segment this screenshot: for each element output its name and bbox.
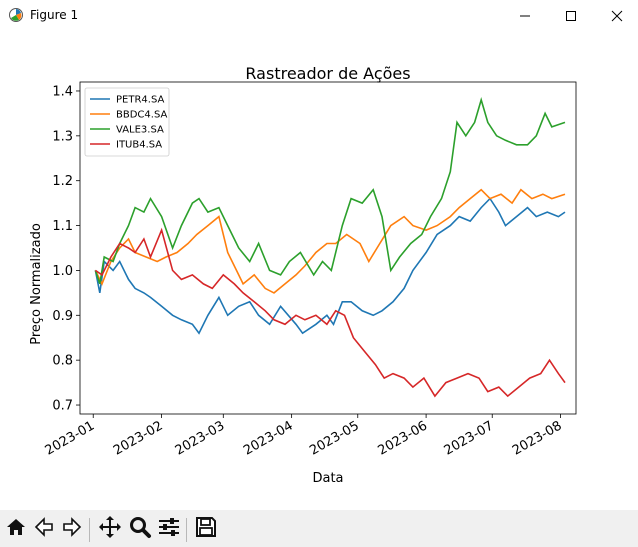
x-tick-label: 2023-07 bbox=[442, 418, 497, 458]
x-tick-label: 2023-04 bbox=[241, 418, 296, 458]
legend-label: BBDC4.SA bbox=[116, 110, 167, 121]
y-tick-label: 0.7 bbox=[52, 399, 73, 414]
legend-label: ITUB4.SA bbox=[116, 140, 162, 151]
x-tick-label: 2023-02 bbox=[111, 418, 166, 458]
zoom-icon bbox=[128, 515, 152, 543]
y-axis-ticks: 0.7 0.8 0.9 1.0 1.1 1.2 1.3 1.4 bbox=[52, 84, 80, 414]
y-tick-label: 1.2 bbox=[52, 174, 73, 189]
zoom-button[interactable] bbox=[127, 516, 153, 542]
x-axis-label: Data bbox=[312, 471, 343, 486]
configure-subplots-button[interactable] bbox=[156, 516, 182, 542]
series-line-bbdc4-sa bbox=[94, 188, 566, 294]
toolbar-separator bbox=[186, 518, 187, 542]
window-title: Figure 1 bbox=[30, 8, 79, 22]
home-button[interactable] bbox=[3, 516, 29, 542]
y-tick-label: 0.8 bbox=[52, 354, 73, 369]
x-tick-label: 2023-01 bbox=[43, 418, 98, 458]
line-chart: 2023-01 2023-02 2023-03 2023-04 2023-05 2023-… bbox=[29, 64, 577, 486]
x-tick-label: 2023-08 bbox=[510, 418, 565, 458]
minimize-button[interactable] bbox=[502, 0, 548, 32]
back-arrow-icon bbox=[33, 516, 55, 542]
x-tick-label: 2023-06 bbox=[376, 418, 431, 458]
series-line-itub4-sa bbox=[94, 227, 566, 398]
legend: PETR4.SA BBDC4.SA VALE3.SA ITUB4.SA bbox=[84, 87, 170, 157]
legend-box bbox=[84, 87, 170, 157]
save-button[interactable] bbox=[193, 516, 219, 542]
toolbar-separator bbox=[89, 518, 90, 542]
matplotlib-figure-icon bbox=[8, 7, 24, 23]
close-button[interactable] bbox=[594, 0, 638, 32]
series-line-vale3-sa bbox=[94, 97, 566, 285]
y-tick-label: 0.9 bbox=[52, 309, 73, 324]
y-tick-label: 1.1 bbox=[52, 219, 73, 234]
y-axis-label: Preço Normalizado bbox=[29, 223, 44, 345]
sliders-icon bbox=[157, 515, 181, 543]
x-tick-label: 2023-03 bbox=[173, 418, 228, 458]
y-tick-label: 1.4 bbox=[52, 84, 73, 99]
forward-button[interactable] bbox=[59, 516, 85, 542]
legend-label: PETR4.SA bbox=[116, 95, 164, 106]
maximize-button[interactable] bbox=[548, 0, 594, 32]
legend-label: VALE3.SA bbox=[116, 125, 164, 136]
maximize-icon bbox=[565, 7, 577, 26]
navigation-toolbar bbox=[0, 510, 638, 547]
pan-button[interactable] bbox=[97, 516, 123, 542]
move-icon bbox=[98, 515, 122, 543]
y-tick-label: 1.0 bbox=[52, 264, 73, 279]
close-icon bbox=[611, 7, 623, 26]
minimize-icon bbox=[519, 7, 531, 26]
forward-arrow-icon bbox=[61, 516, 83, 542]
x-axis-ticks: 2023-01 2023-02 2023-03 2023-04 2023-05 2023-… bbox=[43, 414, 565, 459]
series-lines bbox=[94, 97, 566, 398]
window-titlebar: Figure 1 bbox=[0, 0, 638, 32]
chart-title: Rastreador de Ações bbox=[245, 64, 410, 83]
y-tick-label: 1.3 bbox=[52, 129, 73, 144]
save-icon bbox=[195, 516, 217, 542]
back-button[interactable] bbox=[31, 516, 57, 542]
home-icon bbox=[5, 516, 27, 542]
x-tick-label: 2023-05 bbox=[307, 418, 362, 458]
figure-canvas[interactable]: 2023-01 2023-02 2023-03 2023-04 2023-05 2023-… bbox=[0, 32, 638, 510]
